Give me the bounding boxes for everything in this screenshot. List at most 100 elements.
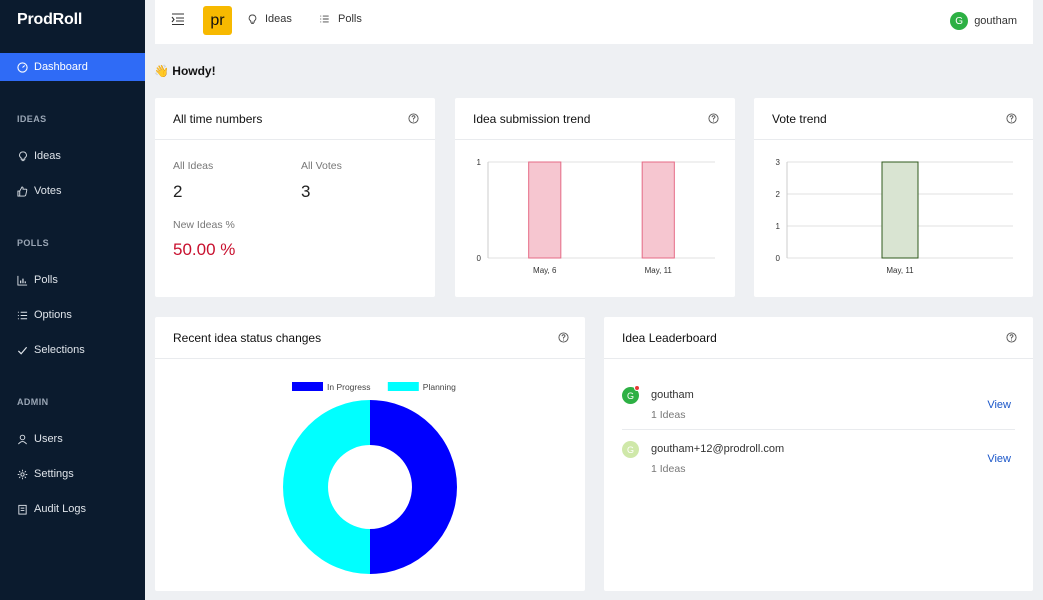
check-icon — [17, 345, 28, 356]
avatar: G — [950, 12, 969, 30]
sidebar-item-polls[interactable]: Polls — [0, 266, 145, 294]
help-icon[interactable] — [408, 113, 419, 124]
vote-trend-chart: 3 2 1 0 May, 11 — [776, 158, 1013, 275]
sidebar-item-ideas[interactable]: Ideas — [0, 142, 145, 170]
nav-link-label: Polls — [338, 13, 362, 25]
sidebar-item-users[interactable]: Users — [0, 425, 145, 453]
donut-slice — [283, 400, 370, 574]
help-icon[interactable] — [558, 332, 569, 343]
list-icon — [17, 310, 28, 321]
sidebar-item-dashboard[interactable]: Dashboard — [0, 53, 145, 81]
status-changes-card: Recent idea status changes In Progress Pl… — [155, 317, 585, 591]
sidebar-item-audit-logs[interactable]: Audit Logs — [0, 495, 145, 523]
divider — [622, 429, 1015, 430]
y-tick-label: 0 — [477, 254, 482, 263]
avatar: G — [622, 441, 639, 458]
x-tick-label: May, 6 — [533, 266, 557, 275]
lightbulb-icon — [17, 150, 28, 162]
new-ideas-label: New Ideas % — [173, 219, 235, 231]
card-header: All time numbers — [155, 98, 435, 140]
bar — [641, 161, 675, 259]
sidebar-item-label: Users — [34, 433, 63, 445]
nav-link-label: Ideas — [265, 13, 292, 25]
online-status-dot — [634, 385, 640, 391]
leaderboard-card: Idea Leaderboard G goutham 1 Ideas View … — [604, 317, 1033, 591]
sidebar-section-admin: ADMIN — [17, 397, 49, 407]
card-title: All time numbers — [173, 111, 263, 126]
idea-trend-chart: 1 0 May, 6 May, 11 — [477, 158, 715, 275]
y-tick-label: 1 — [776, 222, 781, 231]
legend-label: In Progress — [327, 382, 370, 392]
user-icon — [17, 434, 28, 445]
new-ideas-value: 50.00 % — [173, 240, 236, 259]
legend-swatch — [387, 382, 419, 391]
bar-chart-icon — [17, 275, 28, 286]
sidebar-section-ideas: IDEAS — [17, 114, 47, 124]
sidebar-item-votes[interactable]: Votes — [0, 177, 145, 205]
card-header: Idea Leaderboard — [604, 317, 1033, 359]
leaderboard-idea-count: 1 Ideas — [651, 409, 686, 421]
vote-trend-card: Vote trend 3 2 1 0 May, 11 — [754, 98, 1033, 297]
card-title: Idea submission trend — [473, 111, 591, 126]
help-icon[interactable] — [1006, 332, 1017, 343]
view-link[interactable]: View — [987, 453, 1011, 465]
avatar: G — [622, 387, 639, 404]
sidebar-section-polls: POLLS — [17, 238, 50, 248]
thumbs-up-icon — [17, 185, 28, 197]
status-donut-chart: In Progress Planning — [283, 382, 457, 574]
user-menu[interactable]: G goutham — [950, 12, 1017, 30]
help-icon[interactable] — [708, 113, 719, 124]
y-tick-label: 0 — [776, 254, 781, 263]
idea-trend-card: Idea submission trend 1 0 May, 6 May, 11 — [455, 98, 735, 297]
leaderboard-row: G goutham 1 Ideas View — [622, 385, 1015, 437]
sidebar-item-label: Settings — [34, 468, 74, 480]
sidebar-item-label: Polls — [34, 274, 58, 286]
x-tick-label: May, 11 — [886, 266, 914, 275]
menu-toggle-icon[interactable] — [171, 12, 187, 28]
x-tick-label: May, 11 — [645, 266, 673, 275]
sidebar-item-label: Ideas — [34, 150, 61, 162]
card-header: Vote trend — [754, 98, 1033, 140]
leaderboard-row: G goutham+12@prodroll.com 1 Ideas View — [622, 439, 1015, 491]
sidebar-item-label: Audit Logs — [34, 503, 86, 515]
all-time-numbers-card: All time numbers All Ideas 2 All Votes 3… — [155, 98, 435, 297]
sidebar-item-label: Dashboard — [34, 61, 88, 73]
all-ideas-value: 2 — [173, 182, 183, 201]
clipboard-icon — [17, 504, 28, 515]
view-link[interactable]: View — [987, 399, 1011, 411]
bar — [881, 161, 919, 259]
all-ideas-label: All Ideas — [173, 160, 214, 172]
user-name: goutham — [974, 15, 1017, 27]
legend-swatch — [292, 382, 323, 391]
all-votes-label: All Votes — [301, 160, 342, 172]
lightbulb-icon — [248, 14, 257, 25]
sidebar: ProdRoll Dashboard IDEAS Ideas Votes POL… — [0, 0, 145, 600]
card-title: Vote trend — [772, 111, 827, 126]
top-bar: pr Ideas Polls G goutham — [155, 0, 1033, 44]
sidebar-item-label: Votes — [34, 185, 62, 197]
card-header: Recent idea status changes — [155, 317, 585, 359]
sidebar-item-settings[interactable]: Settings — [0, 460, 145, 488]
bar — [528, 161, 562, 259]
card-header: Idea submission trend — [455, 98, 735, 140]
leaderboard-idea-count: 1 Ideas — [651, 463, 686, 475]
legend-label: Planning — [423, 382, 456, 392]
leaderboard-user-name: goutham+12@prodroll.com — [651, 443, 785, 455]
list-icon — [319, 14, 330, 24]
help-icon[interactable] — [1006, 113, 1017, 124]
donut-slice — [370, 400, 457, 574]
y-tick-label: 1 — [477, 158, 482, 167]
app-logo[interactable]: pr — [203, 6, 232, 35]
sidebar-item-label: Options — [34, 309, 72, 321]
y-tick-label: 3 — [776, 158, 781, 167]
dashboard-icon — [17, 61, 28, 73]
sidebar-item-options[interactable]: Options — [0, 301, 145, 329]
brand-logo[interactable]: ProdRoll — [17, 11, 83, 28]
gear-icon — [17, 469, 28, 480]
nav-link-ideas[interactable]: Ideas — [248, 13, 292, 25]
page-greeting: 👋 Howdy! — [154, 64, 216, 78]
nav-link-polls[interactable]: Polls — [319, 13, 362, 25]
sidebar-item-label: Selections — [34, 344, 85, 356]
sidebar-item-selections[interactable]: Selections — [0, 336, 145, 364]
y-tick-label: 2 — [776, 190, 781, 199]
